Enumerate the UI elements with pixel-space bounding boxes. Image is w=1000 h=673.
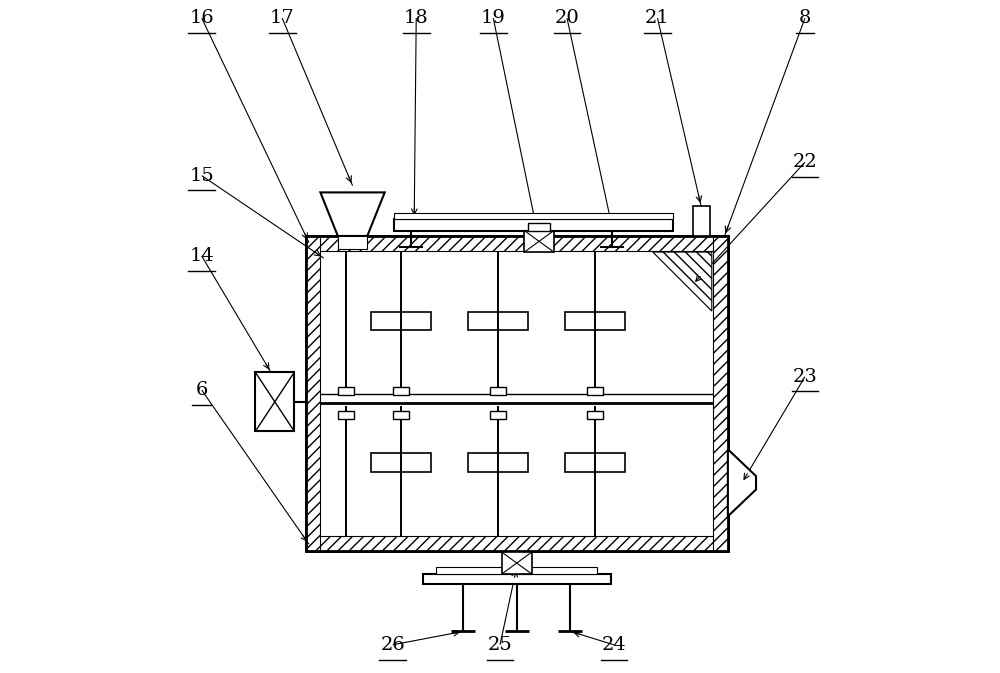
Bar <box>528 223 550 231</box>
Text: 15: 15 <box>189 167 214 184</box>
Bar <box>436 567 597 574</box>
Text: 21: 21 <box>645 9 670 27</box>
Bar <box>338 387 354 395</box>
Bar <box>306 236 728 551</box>
Bar <box>713 236 728 551</box>
Bar <box>393 387 409 395</box>
Bar <box>524 231 554 252</box>
Text: 6: 6 <box>196 381 208 399</box>
Bar <box>423 574 611 584</box>
Bar <box>371 454 431 472</box>
Bar <box>306 236 320 551</box>
Text: 24: 24 <box>602 636 626 653</box>
Polygon shape <box>320 192 385 236</box>
Text: 18: 18 <box>404 9 429 27</box>
Bar <box>490 387 506 395</box>
Bar <box>693 206 710 236</box>
Text: 16: 16 <box>189 9 214 27</box>
Text: 8: 8 <box>799 9 811 27</box>
Text: 25: 25 <box>488 636 512 653</box>
Bar <box>587 411 603 419</box>
Text: 22: 22 <box>793 153 817 171</box>
Bar <box>502 553 532 574</box>
Bar <box>255 372 294 431</box>
Bar <box>468 454 528 472</box>
Bar <box>306 536 728 551</box>
Bar <box>565 312 625 330</box>
Bar <box>394 213 673 219</box>
Bar <box>338 411 354 419</box>
Text: 26: 26 <box>380 636 405 653</box>
Polygon shape <box>728 450 756 516</box>
Bar <box>587 387 603 395</box>
Bar <box>371 312 431 330</box>
Bar <box>338 232 367 250</box>
Bar <box>306 236 728 251</box>
Text: 23: 23 <box>793 367 817 386</box>
Text: 17: 17 <box>270 9 295 27</box>
Text: 20: 20 <box>555 9 579 27</box>
Bar <box>490 411 506 419</box>
Bar <box>306 236 728 551</box>
Text: 14: 14 <box>189 247 214 265</box>
Bar <box>565 454 625 472</box>
Bar <box>468 312 528 330</box>
Polygon shape <box>653 252 712 311</box>
Bar <box>393 411 409 419</box>
Bar <box>394 219 673 231</box>
Text: 19: 19 <box>481 9 506 27</box>
